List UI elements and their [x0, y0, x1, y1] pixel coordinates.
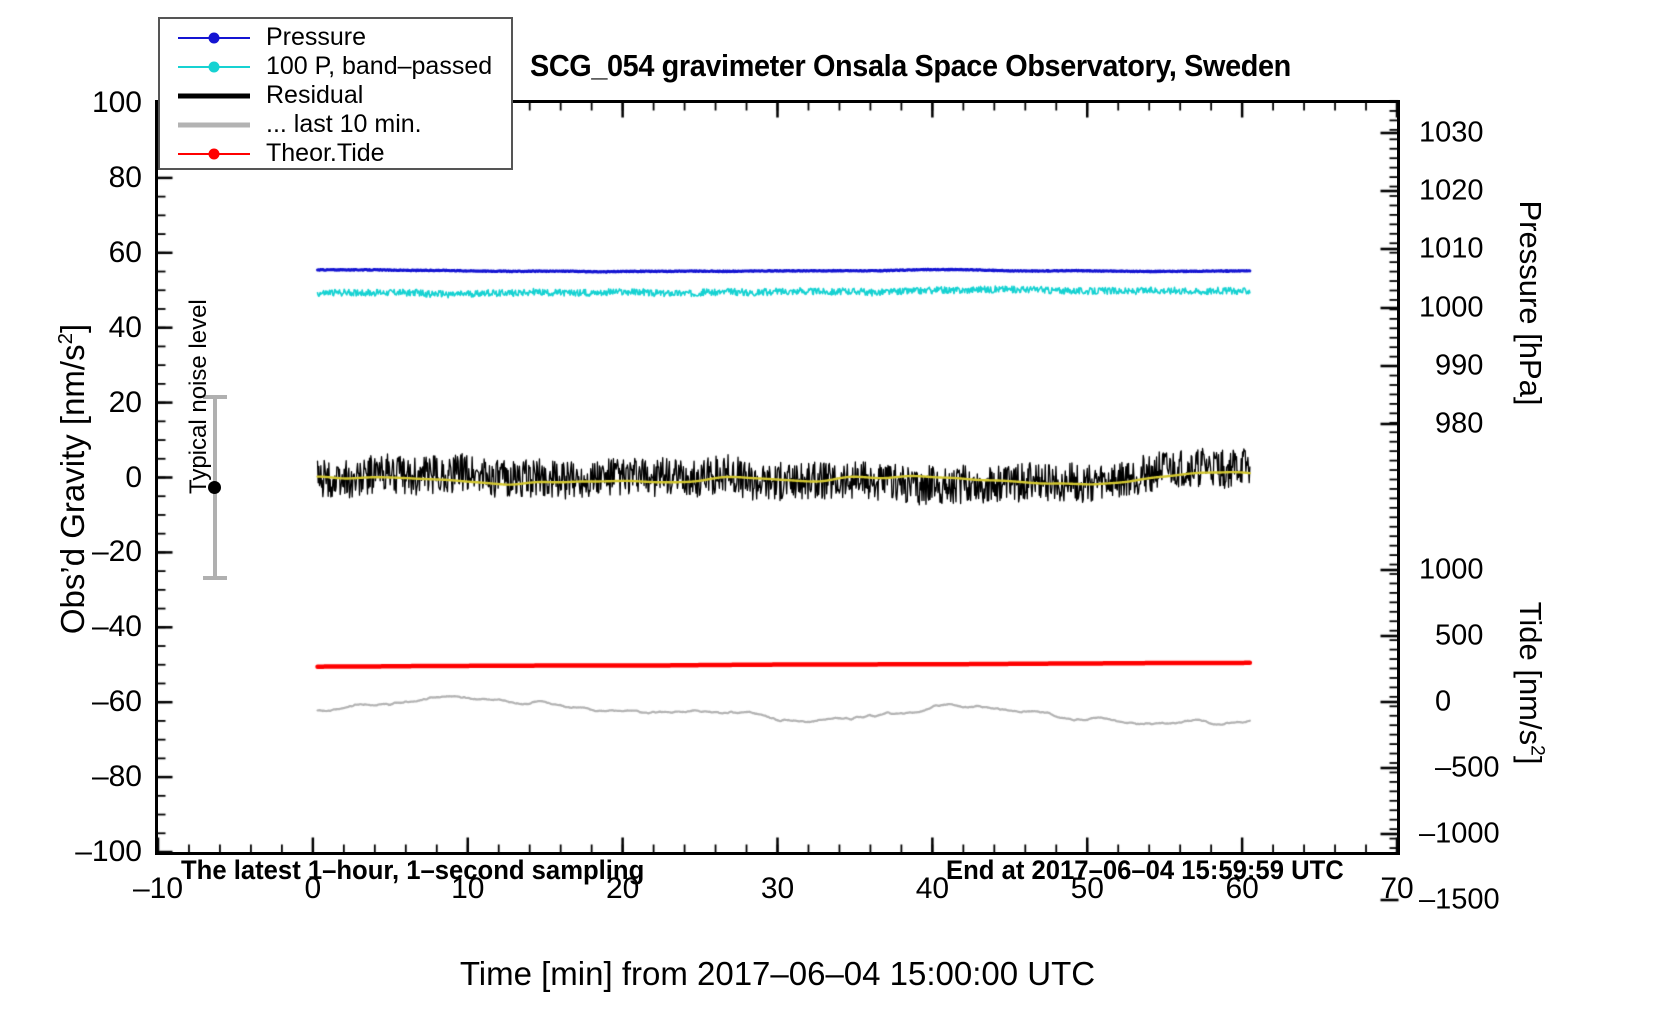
legend-label: Pressure: [266, 23, 367, 51]
pressure-tick-label: 1020: [1419, 174, 1484, 207]
legend-item: Pressure: [160, 23, 511, 52]
x-tick-label: 50: [1070, 872, 1104, 905]
y-tick-label: 60: [108, 235, 142, 269]
x-tick-label: 10: [451, 872, 485, 905]
noise-center-dot: [208, 481, 221, 494]
chart-legend: Pressure 100 P, band–passed Residual... la…: [158, 17, 513, 170]
y-tick-label: –80: [91, 760, 142, 794]
legend-dot-icon: [208, 32, 220, 43]
noise-level-label: Typical noise level: [185, 299, 212, 494]
legend-label: 100 P, band–passed: [266, 52, 493, 80]
y-tick-label: 80: [108, 160, 142, 194]
legend-swatch: [178, 115, 250, 135]
pressure-tick-label: 990: [1435, 349, 1484, 382]
legend-label: Residual: [266, 81, 364, 109]
y-tick-label: –40: [91, 610, 142, 644]
x-tick-label: –10: [132, 872, 184, 905]
footer-end-timestamp: End at 2017–06–04 15:59:59 UTC: [946, 855, 1344, 885]
y-axis-tick-labels: –100 –80 –60 –40 –20 0 20 40 60 80 100: [0, 0, 142, 1020]
tide-tick-label: –1500: [1419, 883, 1500, 916]
x-tick-label: 60: [1225, 872, 1259, 905]
legend-swatch: [178, 144, 250, 164]
tide-tick-label: 1000: [1419, 553, 1484, 586]
legend-item: Theor.Tide: [160, 139, 511, 168]
pressure-axis-title: Pressure [hPa]: [1513, 200, 1548, 406]
noise-error-bar-bottom-cap: [203, 576, 227, 580]
x-tick-label: 0: [304, 872, 322, 905]
pressure-tick-label: 1000: [1419, 291, 1484, 324]
y-tick-label: 20: [108, 385, 142, 419]
tide-axis-title-text: Tide [nm/s2]: [1513, 601, 1548, 765]
noise-error-bar-top-cap: [203, 395, 227, 399]
x-axis-title: Time [min] from 2017–06–04 15:00:00 UTC: [459, 955, 1096, 992]
legend-line-icon: [178, 93, 250, 98]
footer-sampling-note: The latest 1–hour, 1–second sampling: [181, 855, 645, 885]
legend-line-icon: [178, 122, 250, 127]
y-tick-label: 0: [125, 460, 142, 494]
legend-item: ... last 10 min.: [160, 110, 511, 139]
y-tick-label: 100: [91, 86, 142, 119]
pressure-tick-label: 1010: [1419, 232, 1484, 265]
y-tick-label: –100: [75, 835, 142, 868]
pressure-tick-label: 1030: [1419, 116, 1484, 149]
x-axis-tick-labels: –10 0 10 20 30 40 50 60 70: [0, 872, 1660, 912]
y-tick-label: –60: [91, 685, 142, 719]
y-axis-title-text: Obs’d Gravity [nm/s2]: [54, 323, 91, 635]
legend-swatch: [178, 28, 250, 48]
x-tick-label: 20: [605, 872, 640, 905]
tide-axis-title: Tide [nm/s2]: [1512, 488, 1548, 878]
x-tick-label: 40: [915, 872, 950, 905]
pressure-tick-label: 980: [1435, 407, 1484, 440]
tide-tick-label: 0: [1435, 685, 1452, 718]
legend-item: 100 P, band–passed: [160, 52, 511, 81]
legend-label: ... last 10 min.: [266, 110, 422, 138]
x-tick-label: 30: [760, 872, 795, 905]
legend-swatch: [178, 86, 250, 106]
typical-noise-level-annotation: Typical noise level: [185, 299, 265, 580]
y-tick-label: –20: [91, 535, 142, 569]
x-tick-label: 70: [1380, 872, 1414, 905]
tide-tick-label: –1000: [1419, 817, 1500, 850]
legend-swatch: [178, 57, 250, 77]
legend-dot-icon: [208, 61, 220, 72]
tide-tick-label: 500: [1435, 619, 1484, 652]
legend-item: Residual: [160, 81, 511, 110]
tide-tick-label: –500: [1435, 751, 1500, 784]
legend-label: Theor.Tide: [266, 139, 385, 167]
legend-dot-icon: [208, 148, 220, 159]
y-tick-label: 40: [108, 310, 142, 344]
y-axis-title: Obs’d Gravity [nm/s2]: [54, 199, 92, 759]
